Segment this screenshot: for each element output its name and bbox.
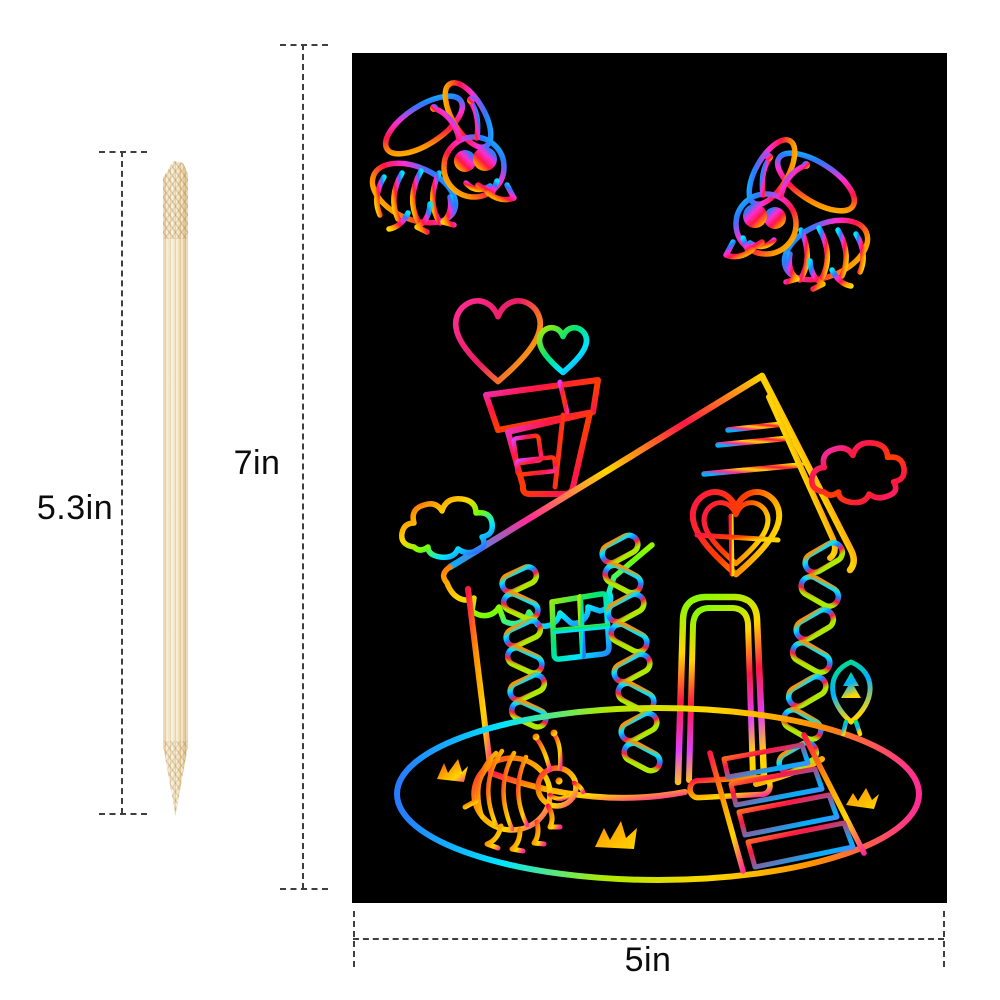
scratch-stylus	[163, 161, 188, 816]
gable-rung	[725, 421, 786, 433]
roof-icon	[440, 372, 857, 629]
cloud-left-icon	[402, 499, 493, 558]
grass-tuft-icon	[595, 821, 637, 849]
gable-rung	[715, 435, 793, 448]
paper-height-label: 7in	[233, 444, 281, 482]
step	[736, 792, 840, 838]
dim-line-paper-width	[353, 938, 944, 940]
heart-window-icon	[693, 492, 780, 574]
cloud-right-icon	[812, 443, 904, 503]
paper-width-label: 5in	[624, 941, 672, 979]
column-left-icon	[499, 564, 549, 730]
tree-sprout	[841, 672, 861, 698]
stylus-length-label: 5.3in	[36, 489, 114, 527]
tree-icon	[830, 659, 873, 737]
heart-large-icon	[456, 301, 541, 382]
dim-tick	[280, 888, 328, 890]
step	[745, 820, 856, 870]
grass-tuft-icon	[437, 759, 468, 782]
dim-tick	[943, 911, 945, 967]
bee-right-icon	[726, 133, 877, 292]
dim-line-paper-height	[302, 44, 304, 889]
chimney-icon	[483, 377, 601, 497]
column-right-icon	[776, 540, 846, 776]
roof-beam	[766, 394, 838, 561]
step	[721, 742, 811, 780]
step	[728, 766, 825, 808]
dim-tick	[99, 813, 147, 815]
window-icon	[549, 591, 612, 662]
gable-rung	[701, 462, 804, 477]
grass-tuft-icon	[846, 788, 879, 809]
hedgehog-icon	[462, 729, 586, 854]
dim-line-stylus	[121, 151, 123, 814]
walkway-icon	[707, 732, 867, 874]
ground-icon	[394, 705, 922, 883]
scratch-art	[352, 53, 922, 883]
bee-left-icon	[363, 76, 514, 235]
heart-small-icon	[539, 328, 586, 373]
scratch-paper	[352, 53, 947, 903]
dim-tick	[280, 44, 328, 46]
dim-tick	[99, 151, 147, 153]
